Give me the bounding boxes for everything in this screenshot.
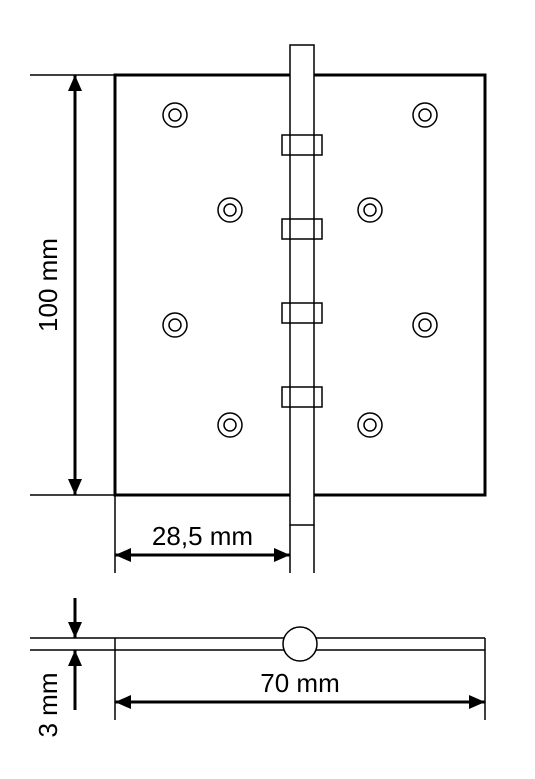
- hinge-front-view: [115, 45, 485, 525]
- hinge-side-view: [115, 627, 485, 661]
- dim-leaf-width: 28,5 mm: [115, 521, 290, 562]
- dim-leaf-width-label: 28,5 mm: [152, 521, 253, 551]
- dim-full-width: 70 mm: [115, 668, 485, 709]
- dim-full-width-label: 70 mm: [260, 668, 339, 698]
- dim-height-label: 100 mm: [33, 238, 63, 332]
- dim-height: 100 mm: [33, 75, 82, 495]
- dim-thickness: 3 mm: [33, 598, 82, 738]
- dim-thickness-label: 3 mm: [33, 673, 63, 738]
